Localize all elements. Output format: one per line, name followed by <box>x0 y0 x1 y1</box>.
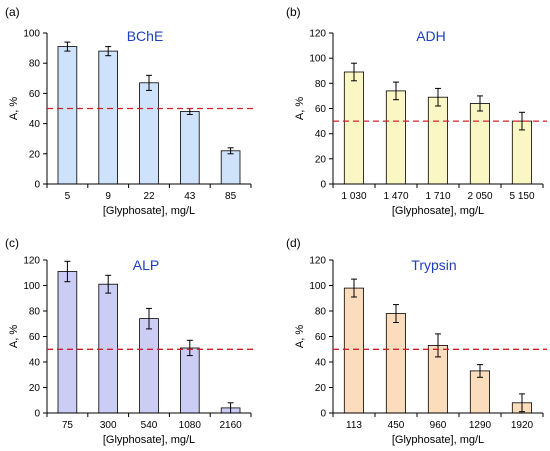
bar-1030 <box>343 71 364 185</box>
y-tick-label: 20 <box>315 383 327 394</box>
y-tick-label: 80 <box>29 59 41 70</box>
x-axis-label: [Glyphosate], mg/L <box>103 205 195 217</box>
x-tick-label: 1290 <box>469 420 492 431</box>
y-tick-label: 40 <box>315 129 327 140</box>
bar-1710 <box>427 96 448 185</box>
chart-title: Trypsin <box>411 257 456 273</box>
y-tick-label: 80 <box>315 79 327 90</box>
y-tick-label: 20 <box>315 154 327 165</box>
x-tick-label: 450 <box>388 420 405 431</box>
x-tick-label: 5 150 <box>509 191 534 202</box>
y-axis-label: A, % <box>8 97 20 120</box>
bar-22 <box>139 82 159 185</box>
x-tick-label: 43 <box>184 191 196 202</box>
y-tick-label: 0 <box>34 180 40 191</box>
x-tick-label: 1 710 <box>425 191 450 202</box>
x-tick-label: 5 <box>65 191 71 202</box>
y-tick-label: 0 <box>320 180 326 191</box>
panel-d: (d) Trypsin 113 450 960 1290 1920 0 20 40 60 80 100 1… <box>286 236 547 446</box>
x-tick-label: 300 <box>100 420 117 431</box>
x-tick-label: 1 030 <box>341 191 366 202</box>
x-tick-label: 9 <box>105 191 111 202</box>
y-axis-label: A, % <box>294 325 306 348</box>
panel-letter: (c) <box>5 236 19 250</box>
y-tick-label: 120 <box>309 256 326 267</box>
y-axis-label: A, % <box>294 97 306 120</box>
x-tick-label: 540 <box>141 420 158 431</box>
bar-43 <box>179 111 200 185</box>
bar-450 <box>385 313 406 414</box>
y-tick-label: 40 <box>29 119 41 130</box>
x-tick-label: 1920 <box>511 420 534 431</box>
y-tick-label: 40 <box>315 358 327 369</box>
x-tick-label: 75 <box>62 420 74 431</box>
chart-title: ALP <box>133 257 159 273</box>
y-tick-label: 100 <box>309 281 326 292</box>
x-tick-label: 2160 <box>219 420 242 431</box>
bar-1080 <box>179 347 200 414</box>
x-tick-label: 113 <box>346 420 362 431</box>
y-tick-label: 100 <box>23 281 40 292</box>
y-tick-label: 20 <box>29 149 41 160</box>
x-tick-label: 1 470 <box>383 191 408 202</box>
panel-letter: (b) <box>286 5 301 19</box>
bar-1470 <box>385 90 406 185</box>
bar-5150 <box>511 120 532 185</box>
y-tick-label: 60 <box>315 332 327 343</box>
bar-5 <box>57 46 78 185</box>
bar-9 <box>98 50 119 185</box>
bar-2050 <box>469 103 490 185</box>
x-tick-label: 1080 <box>179 420 202 431</box>
y-tick-label: 120 <box>309 29 326 40</box>
y-tick-label: 80 <box>29 307 41 318</box>
chart-title: ADH <box>416 28 446 44</box>
x-axis-label: [Glyphosate], mg/L <box>392 205 484 217</box>
y-axis-label: A, % <box>8 325 20 348</box>
bar-540 <box>139 318 159 414</box>
panel-a: (a) BChE 5 9 22 43 85 0 20 40 60 80 100 [Glyphosate],… <box>5 5 255 217</box>
y-tick-label: 0 <box>34 409 40 420</box>
x-tick-label: 960 <box>430 420 447 431</box>
bar-75 <box>57 271 78 414</box>
y-tick-label: 80 <box>315 307 327 318</box>
y-tick-label: 40 <box>29 358 41 369</box>
x-axis-label: [Glyphosate], mg/L <box>103 434 195 446</box>
x-tick-label: 85 <box>225 191 237 202</box>
y-tick-label: 100 <box>309 54 326 65</box>
chart-title: BChE <box>127 28 164 44</box>
bar-85 <box>220 150 241 185</box>
panel-b: (b) ADH 1 030 1 470 1 710 2 050 5 150 0 20 40 60 80… <box>286 5 547 217</box>
x-tick-label: 22 <box>143 191 155 202</box>
y-tick-label: 100 <box>23 29 40 40</box>
panel-letter: (a) <box>5 5 20 19</box>
bar-300 <box>98 283 119 414</box>
panel-letter: (d) <box>286 236 301 250</box>
y-tick-label: 60 <box>29 89 41 100</box>
y-tick-label: 0 <box>320 409 326 420</box>
y-tick-label: 20 <box>29 383 41 394</box>
y-tick-label: 60 <box>315 104 327 115</box>
bar-113 <box>343 287 364 414</box>
y-tick-label: 120 <box>23 256 40 267</box>
x-axis-label: [Glyphosate], mg/L <box>392 434 484 446</box>
y-tick-label: 60 <box>29 332 41 343</box>
panel-c: (c) ALP 75 300 540 1080 2160 0 20 40 60 80 100 120 [Gl… <box>5 236 255 446</box>
x-tick-label: 2 050 <box>467 191 492 202</box>
